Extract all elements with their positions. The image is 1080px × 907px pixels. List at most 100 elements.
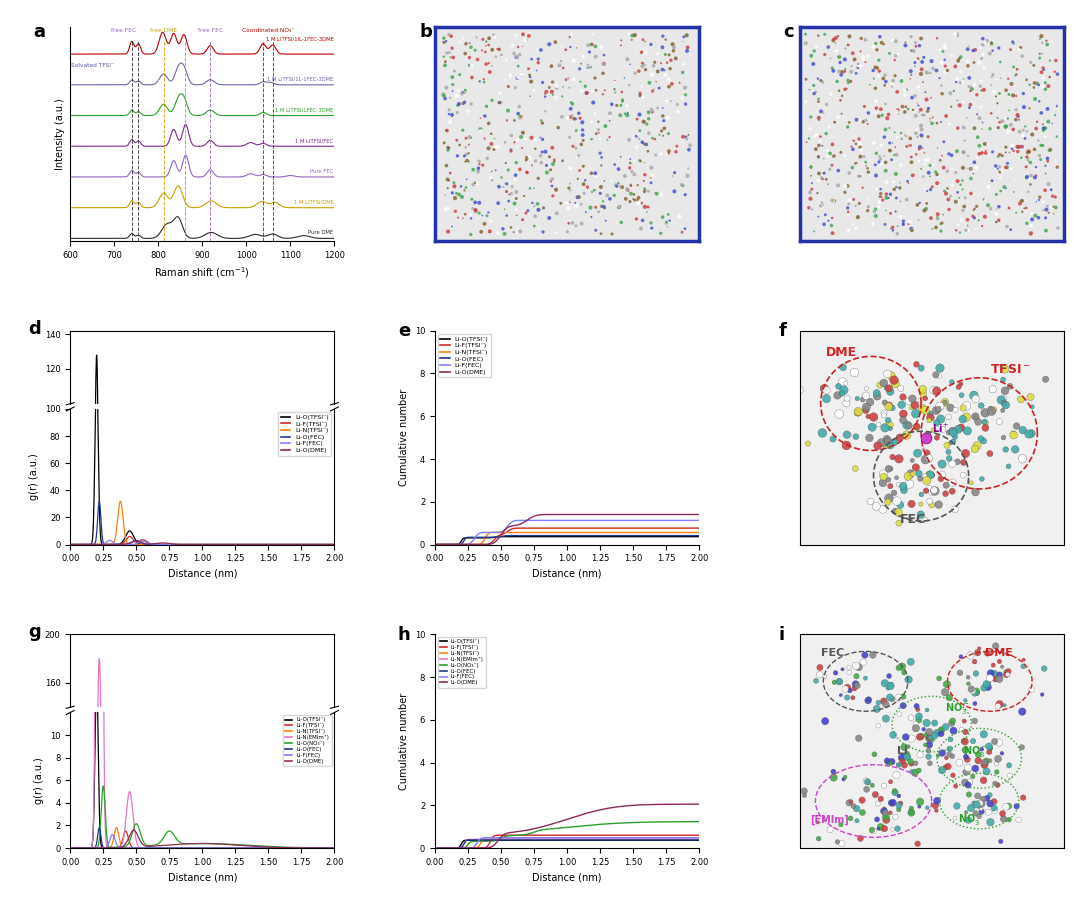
Point (820, 177, 837, 191)
Point (906, 766, 923, 780)
Point (944, 424, 961, 438)
Point (1004, 34, 1022, 49)
Point (839, 680, 856, 695)
Point (997, 112, 1014, 126)
Point (941, 451, 958, 465)
Point (986, 804, 1003, 818)
Point (852, 31, 869, 45)
Point (887, 140, 904, 154)
Point (955, 145, 972, 160)
Point (455, 123, 472, 138)
Text: DME: DME (985, 648, 1012, 658)
Point (609, 176, 626, 190)
Point (943, 148, 960, 162)
Li-F(TFSI⁻) (456, 539, 469, 550)
Point (840, 197, 858, 211)
Point (951, 225, 969, 239)
Point (914, 402, 931, 416)
Point (868, 61, 886, 75)
Point (827, 31, 845, 45)
Point (889, 822, 906, 836)
Point (858, 381, 875, 395)
Point (867, 202, 885, 217)
Point (581, 61, 598, 75)
Point (903, 29, 920, 44)
Point (1032, 29, 1050, 44)
Point (946, 502, 963, 516)
Point (977, 146, 995, 161)
Point (1030, 94, 1048, 109)
Point (949, 174, 967, 189)
Point (822, 87, 839, 102)
Point (810, 832, 827, 846)
Point (978, 646, 996, 660)
Point (612, 38, 630, 53)
Point (866, 747, 883, 762)
Point (895, 666, 913, 680)
Point (594, 60, 611, 74)
Point (922, 210, 940, 225)
Li-N(EMIm⁺) (545, 834, 558, 844)
Point (814, 198, 832, 212)
Point (541, 80, 558, 94)
Point (922, 182, 940, 197)
Point (472, 123, 489, 138)
Point (483, 171, 500, 185)
Point (913, 62, 930, 76)
Point (676, 188, 693, 202)
Point (518, 165, 536, 180)
Point (511, 111, 528, 125)
Point (681, 138, 699, 152)
Point (457, 140, 474, 154)
Point (865, 72, 882, 86)
Point (652, 226, 670, 240)
Point (951, 666, 969, 680)
Point (913, 507, 930, 522)
Point (973, 52, 990, 66)
Point (999, 156, 1016, 171)
Point (863, 823, 880, 837)
Point (973, 146, 990, 161)
Point (842, 811, 860, 825)
Point (564, 97, 581, 112)
Point (852, 59, 869, 73)
Point (455, 31, 472, 45)
Point (996, 362, 1013, 376)
Point (674, 57, 691, 72)
Point (1018, 73, 1036, 87)
Point (913, 67, 930, 82)
Point (875, 72, 892, 86)
Point (498, 184, 515, 199)
Point (1030, 192, 1048, 207)
Point (941, 202, 958, 217)
Point (441, 173, 458, 188)
Point (1020, 145, 1037, 160)
Point (900, 176, 917, 190)
Point (929, 116, 946, 131)
Point (903, 710, 920, 725)
Point (530, 221, 548, 236)
Point (483, 126, 500, 141)
Text: g: g (28, 623, 41, 641)
Point (677, 87, 694, 102)
Point (932, 412, 949, 426)
Point (1035, 71, 1052, 85)
Point (845, 46, 862, 61)
Point (583, 210, 600, 224)
Point (913, 497, 930, 512)
Point (933, 149, 950, 163)
Point (858, 388, 875, 403)
Point (945, 724, 962, 738)
Point (990, 86, 1008, 101)
Point (974, 792, 991, 806)
Point (868, 43, 886, 57)
Point (1005, 172, 1023, 187)
Point (602, 109, 619, 123)
Point (907, 406, 924, 421)
Point (1023, 206, 1040, 220)
Point (931, 399, 948, 414)
Point (883, 77, 901, 92)
Point (974, 47, 991, 62)
Point (946, 811, 963, 825)
Point (800, 200, 818, 215)
